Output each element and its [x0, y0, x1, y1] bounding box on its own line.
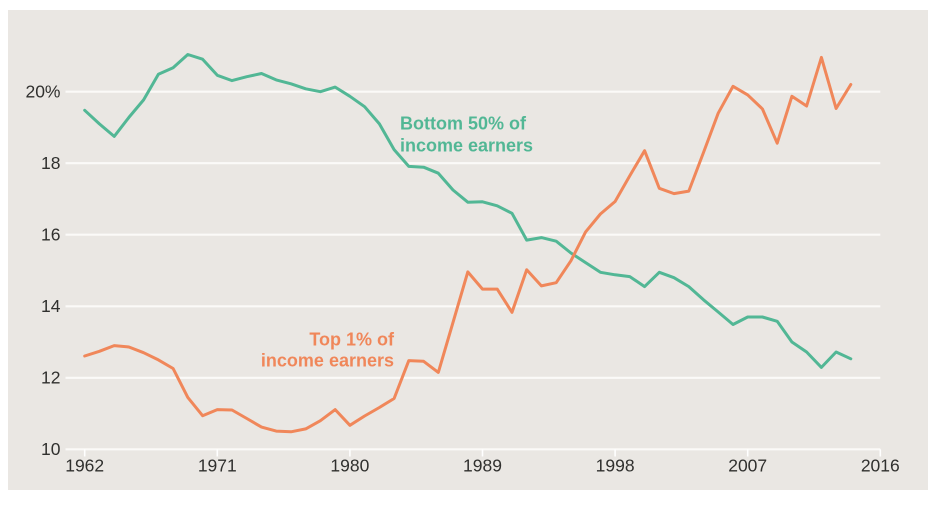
- svg-text:2016: 2016: [861, 456, 900, 476]
- svg-text:20%: 20%: [25, 81, 60, 101]
- svg-text:1971: 1971: [198, 456, 237, 476]
- svg-text:1998: 1998: [596, 456, 635, 476]
- svg-text:14: 14: [41, 296, 61, 316]
- svg-text:2007: 2007: [728, 456, 767, 476]
- svg-text:1980: 1980: [330, 456, 369, 476]
- svg-text:10: 10: [41, 439, 61, 459]
- svg-text:18: 18: [41, 153, 60, 173]
- svg-text:Top 1% of: Top 1% of: [309, 330, 395, 350]
- svg-text:16: 16: [41, 224, 60, 244]
- svg-text:1962: 1962: [65, 456, 104, 476]
- svg-text:1989: 1989: [463, 456, 502, 476]
- svg-text:income earners: income earners: [400, 136, 533, 156]
- svg-text:Bottom 50% of: Bottom 50% of: [400, 114, 527, 134]
- svg-text:income earners: income earners: [261, 351, 394, 371]
- svg-text:12: 12: [41, 368, 60, 388]
